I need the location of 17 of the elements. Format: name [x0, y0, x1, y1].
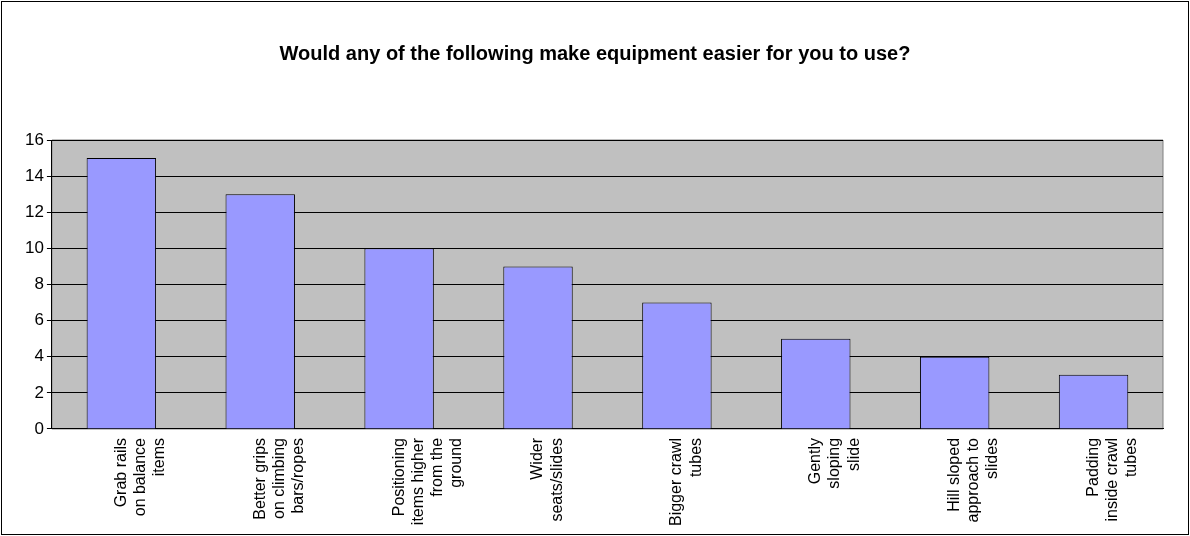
y-tick-label: 6	[34, 310, 44, 330]
y-tick-label: 14	[24, 165, 44, 185]
y-tick-label: 4	[34, 346, 44, 366]
y-tick-label: 2	[34, 382, 44, 402]
x-tick-label: Padding inside crawl tubes	[1083, 437, 1140, 522]
x-tick-label: Hill sloped approach to slides	[945, 437, 1001, 523]
y-tick-label: 8	[34, 274, 44, 294]
x-tick-label: Better grips on climbing bars/ropes	[250, 437, 307, 520]
x-tick-label: Grab rails on balance items	[111, 437, 168, 517]
y-tick-label: 0	[34, 418, 44, 438]
y-tick-label: 16	[24, 129, 44, 149]
x-tick-label: Bigger crawl tubes	[667, 437, 704, 526]
chart-title: Would any of the following make equipment easier for you to use?	[278, 42, 912, 65]
y-tick-label: 12	[24, 201, 44, 221]
y-tick-label: 10	[24, 238, 44, 258]
x-tick-label: Positioning items higher from the ground	[389, 437, 465, 526]
x-tick-label: Gently sloping slide	[806, 437, 862, 489]
